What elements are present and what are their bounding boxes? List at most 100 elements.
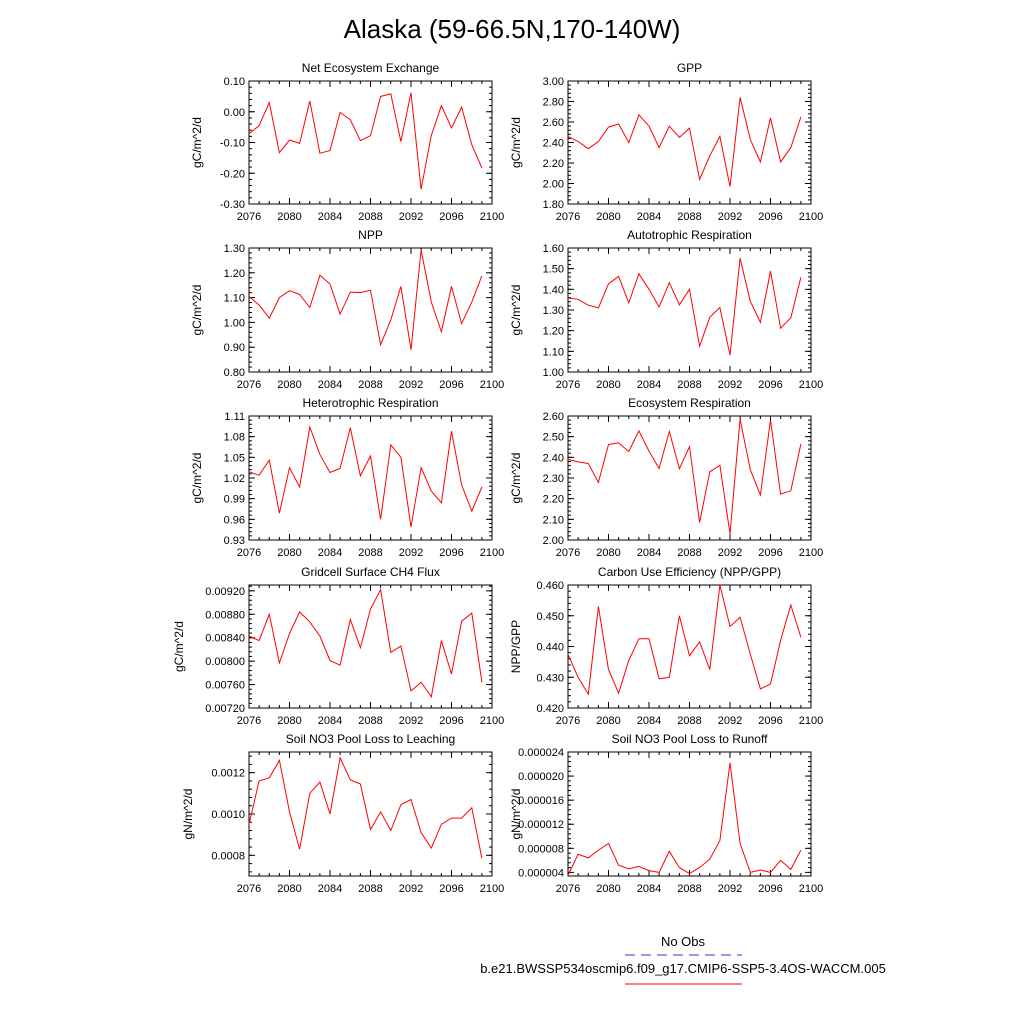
x-tick-label: 2100	[480, 211, 504, 223]
x-tick-label: 2096	[758, 715, 782, 727]
y-tick-label: 2.40	[543, 452, 564, 464]
chart-panel-4: 2076 2080 2084 2088 2092 2096 2100 1.60 1.50 1.40…	[509, 228, 823, 391]
y-tick-label: 0.450	[536, 611, 564, 623]
y-tick-label: 2.10	[543, 514, 564, 526]
y-tick-label: 3.00	[543, 76, 564, 88]
x-tick-label: 2080	[596, 379, 620, 391]
x-tick-label: 2076	[237, 715, 261, 727]
x-tick-label: 2076	[237, 883, 261, 895]
y-tick-label: 1.08	[224, 432, 245, 444]
x-tick-label: 2096	[758, 379, 782, 391]
y-tick-label: 0.000004	[518, 867, 564, 879]
x-tick-label: 2092	[399, 883, 423, 895]
x-tick-label: 2088	[677, 883, 701, 895]
x-tick-label: 2084	[318, 211, 342, 223]
x-tick-label: 2092	[718, 211, 742, 223]
x-tick-label: 2076	[556, 379, 580, 391]
x-tick-label: 2084	[637, 883, 661, 895]
x-tick-label: 2100	[799, 883, 823, 895]
y-tick-label: 0.000012	[518, 819, 564, 831]
x-tick-label: 2084	[637, 715, 661, 727]
x-tick-label: 2096	[758, 883, 782, 895]
series-line-1	[248, 756, 483, 859]
x-tick-label: 2076	[556, 211, 580, 223]
x-tick-label: 2080	[277, 715, 301, 727]
series-line-1	[567, 419, 802, 534]
y-axis-label: gC/m^2/d	[509, 285, 523, 336]
chart-panel-10: 2076 2080 2084 2088 2092 2096 2100 0.000024 0.00…	[509, 732, 823, 895]
plot-frame	[567, 80, 812, 205]
x-tick-label: 2100	[480, 715, 504, 727]
x-tick-label: 2084	[318, 715, 342, 727]
y-axis-label: gC/m^2/d	[190, 117, 204, 168]
x-tick-label: 2080	[596, 715, 620, 727]
chart-panel-6: 2076 2080 2084 2088 2092 2096 2100 2.60 2.50 2.40…	[509, 396, 823, 559]
y-tick-label: 0.420	[536, 703, 564, 715]
chart-panel-7: 2076 2080 2084 2088 2092 2096 2100 0.00920 0.008…	[172, 565, 504, 727]
y-axis-label: gC/m^2/d	[509, 453, 523, 504]
y-tick-label: -0.10	[220, 138, 245, 150]
y-tick-label: 1.30	[224, 243, 245, 255]
series-line-1	[248, 249, 483, 350]
chart-panel-8: 2076 2080 2084 2088 2092 2096 2100 0.460 0.450 0.…	[509, 565, 823, 727]
x-tick-label: 2092	[718, 379, 742, 391]
y-tick-label: 0.93	[224, 535, 245, 547]
y-tick-label: 2.00	[543, 179, 564, 191]
series-line-1	[248, 92, 483, 190]
plot-frame	[248, 415, 493, 541]
plot-frame	[248, 247, 493, 373]
y-tick-label: 2.60	[543, 117, 564, 129]
x-tick-label: 2092	[399, 211, 423, 223]
x-tick-label: 2084	[318, 379, 342, 391]
y-tick-label: 0.00920	[205, 586, 245, 598]
y-axis-label: gN/m^2/d	[509, 789, 523, 840]
chart-title: Heterotrophic Respiration	[302, 396, 438, 410]
y-tick-label: 2.40	[543, 138, 564, 150]
y-tick-label: 1.11	[224, 411, 245, 423]
x-tick-label: 2096	[439, 715, 463, 727]
y-tick-label: 1.10	[224, 293, 245, 305]
y-tick-label: 0.00720	[205, 703, 245, 715]
y-tick-label: 0.00	[224, 107, 245, 119]
panels-group: 2076 2080 2084 2088 2092 2096 2100 0.10 0.00 -0.1…	[172, 61, 823, 895]
x-tick-label: 2088	[358, 211, 382, 223]
legend: No Obs b.e21.BWSSP534oscmip6.f09_g17.CMI…	[480, 934, 886, 985]
legend-model-label: b.e21.BWSSP534oscmip6.f09_g17.CMIP6-SSP5…	[480, 961, 886, 976]
series-line-1	[248, 425, 483, 527]
x-tick-label: 2084	[637, 211, 661, 223]
x-tick-label: 2088	[677, 379, 701, 391]
x-tick-label: 2088	[677, 715, 701, 727]
series-line-1	[567, 762, 802, 876]
x-tick-label: 2100	[799, 211, 823, 223]
plot-frame	[248, 751, 493, 877]
y-tick-label: 2.00	[543, 535, 564, 547]
x-tick-label: 2100	[480, 547, 504, 559]
series-line-1	[567, 258, 802, 356]
y-tick-label: 1.60	[543, 243, 564, 255]
x-tick-label: 2092	[399, 379, 423, 391]
figure-title: Alaska (59-66.5N,170-140W)	[344, 14, 681, 44]
plot-frame	[567, 247, 812, 373]
y-tick-label: 0.80	[224, 367, 245, 379]
chart-title: Carbon Use Efficiency (NPP/GPP)	[598, 565, 781, 579]
chart-title: Net Ecosystem Exchange	[302, 61, 440, 75]
x-tick-label: 2092	[718, 547, 742, 559]
chart-panel-9: 2076 2080 2084 2088 2092 2096 2100 0.0012 0.0010…	[181, 732, 504, 895]
y-tick-label: 2.50	[543, 432, 564, 444]
y-tick-label: 1.80	[543, 199, 564, 211]
y-tick-label: 0.430	[536, 672, 564, 684]
x-tick-label: 2096	[758, 211, 782, 223]
chart-title: GPP	[677, 61, 702, 75]
x-tick-label: 2080	[277, 547, 301, 559]
y-tick-label: 1.20	[543, 326, 564, 338]
y-tick-label: 0.0008	[211, 850, 245, 862]
y-tick-label: 2.30	[543, 473, 564, 485]
x-tick-label: 2088	[358, 547, 382, 559]
chart-title: Ecosystem Respiration	[628, 396, 751, 410]
x-tick-label: 2076	[556, 883, 580, 895]
chart-title: Gridcell Surface CH4 Flux	[301, 565, 440, 579]
x-tick-label: 2080	[596, 883, 620, 895]
y-tick-label: 0.90	[224, 342, 245, 354]
plot-frame	[248, 80, 493, 205]
